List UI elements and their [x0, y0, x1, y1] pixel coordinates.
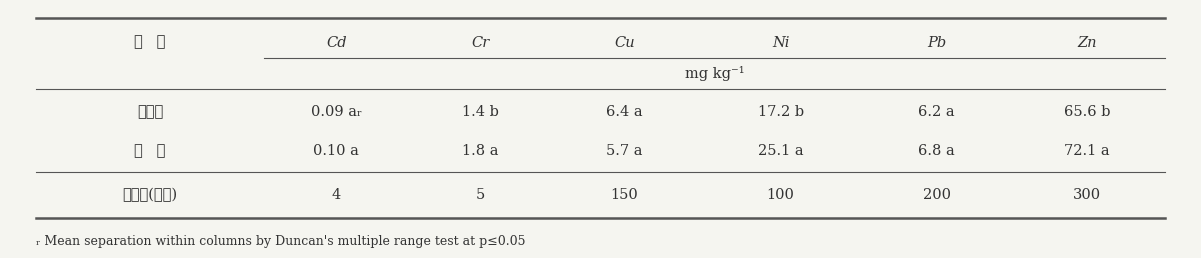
Text: 구   분: 구 분: [135, 36, 166, 50]
Text: 5.7 a: 5.7 a: [607, 144, 643, 158]
Text: 72.1 a: 72.1 a: [1064, 144, 1110, 158]
Text: 관   행: 관 행: [135, 144, 166, 158]
Text: 150: 150: [610, 188, 639, 202]
Text: 17.2 b: 17.2 b: [758, 105, 803, 119]
Text: Ni: Ni: [772, 36, 789, 50]
Text: 6.2 a: 6.2 a: [919, 105, 955, 119]
Text: 4: 4: [331, 188, 341, 202]
Text: 0.10 a: 0.10 a: [313, 144, 359, 158]
Text: Zn: Zn: [1077, 36, 1097, 50]
Text: Pb: Pb: [927, 36, 946, 50]
Text: 300: 300: [1072, 188, 1101, 202]
Text: 25.1 a: 25.1 a: [758, 144, 803, 158]
Text: 0.09 aᵣ: 0.09 aᵣ: [311, 105, 362, 119]
Text: 200: 200: [922, 188, 951, 202]
Text: Cu: Cu: [614, 36, 635, 50]
Text: 1.4 b: 1.4 b: [462, 105, 498, 119]
Text: Cr: Cr: [471, 36, 490, 50]
Text: 6.8 a: 6.8 a: [919, 144, 955, 158]
Text: 1.8 a: 1.8 a: [462, 144, 498, 158]
Text: 유기농: 유기농: [137, 105, 163, 119]
Text: 6.4 a: 6.4 a: [607, 105, 643, 119]
Text: Cd: Cd: [325, 36, 347, 50]
Text: 5: 5: [476, 188, 485, 202]
Text: 기준치(이하): 기준치(이하): [123, 188, 178, 202]
Text: ᵣ Mean separation within columns by Duncan's multiple range test at p≤0.05: ᵣ Mean separation within columns by Dunc…: [36, 235, 526, 248]
Text: 65.6 b: 65.6 b: [1064, 105, 1110, 119]
Text: 100: 100: [766, 188, 795, 202]
Text: mg kg⁻¹: mg kg⁻¹: [685, 66, 745, 81]
